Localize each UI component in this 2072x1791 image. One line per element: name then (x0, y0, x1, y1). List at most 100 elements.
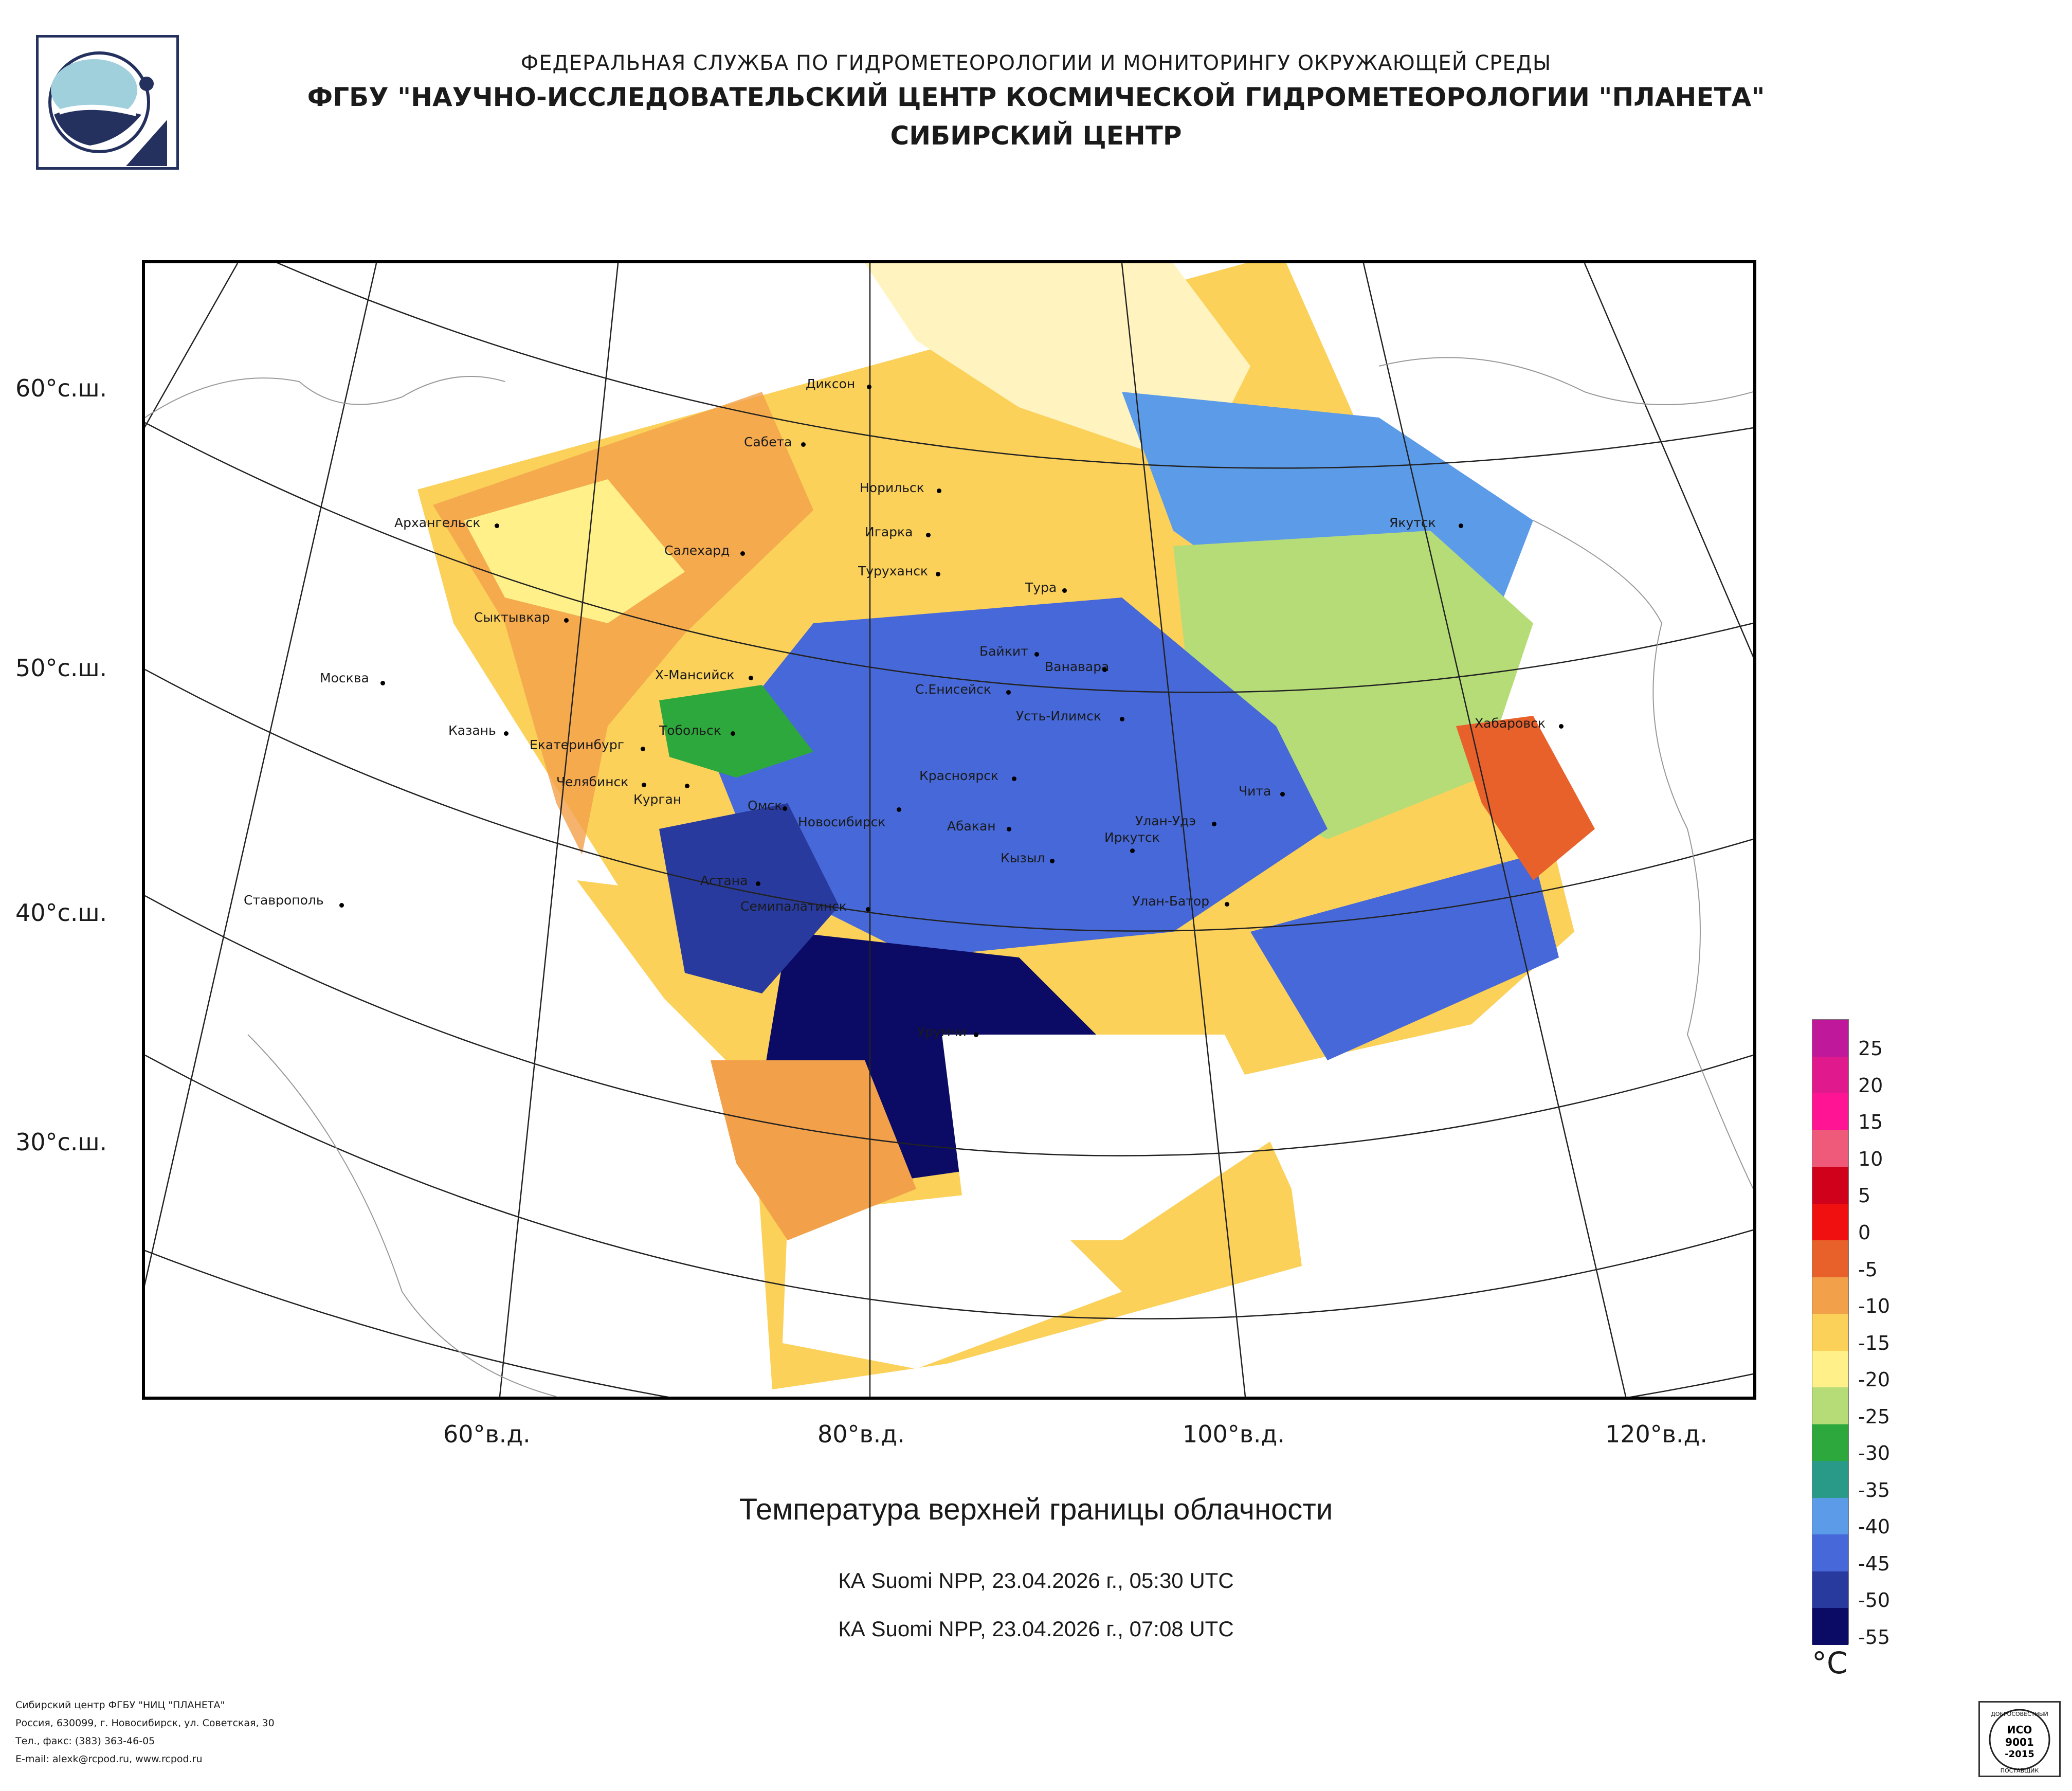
city-label: Челябинск (556, 774, 629, 789)
city-label: Сыктывкар (474, 610, 550, 625)
city-marker (1559, 724, 1564, 729)
lon-label: 80°в.д. (817, 1420, 905, 1448)
coastlines (145, 357, 1753, 1397)
iso-line1: ИСО (2007, 1724, 2032, 1736)
city-marker (974, 1033, 978, 1037)
iso-bottom: ПОСТАВЩИК (2001, 1767, 2039, 1774)
city-label: Якутск (1389, 515, 1436, 530)
city-label: Ставрополь (244, 893, 324, 908)
iso-top: ДОБРОСОВЕСТНЫЙ (1991, 1711, 2048, 1717)
legend-swatch (1812, 1020, 1848, 1057)
lat-label: 40°с.ш. (15, 899, 107, 927)
legend-tick-label: -20 (1858, 1368, 1891, 1391)
city-label: Игарка (865, 524, 913, 539)
city-marker (1212, 822, 1216, 826)
city-marker (564, 618, 569, 623)
legend-tick-label: -55 (1858, 1625, 1891, 1649)
legend-tick-label: 0 (1858, 1221, 1871, 1244)
product-title: Температура верхней границы облачности (739, 1493, 1333, 1526)
pass-info-1: КА Suomi NPP, 23.04.2026 г., 05:30 UTC (838, 1568, 1234, 1593)
city-label: Омск (748, 798, 783, 813)
city-label: Семипалатинск (740, 899, 847, 914)
legend-tick-label: -50 (1858, 1589, 1891, 1612)
city-marker (380, 681, 385, 685)
city-marker (1459, 523, 1463, 528)
city-marker (685, 784, 689, 788)
legend-swatch (1812, 1461, 1848, 1498)
legend-swatch (1812, 1277, 1848, 1314)
iso-line3: -2015 (2005, 1749, 2034, 1760)
legend-tick-label: -15 (1858, 1331, 1891, 1354)
city-label: Курган (633, 792, 682, 807)
cloud-swath (417, 263, 1595, 1389)
city-marker (783, 806, 787, 811)
city-marker (1034, 652, 1039, 657)
legend-tick-label: 20 (1858, 1074, 1883, 1097)
legend-swatch (1812, 1130, 1848, 1167)
city-marker (1280, 792, 1285, 797)
lon-label: 100°в.д. (1183, 1420, 1285, 1448)
city-marker (495, 523, 499, 528)
legend-swatch (1812, 1571, 1848, 1608)
header-institute: ФГБУ "НАУЧНО-ИССЛЕДОВАТЕЛЬСКИЙ ЦЕНТР КОС… (307, 82, 1765, 112)
lat-label: 30°с.ш. (15, 1128, 107, 1156)
pass-info-2: КА Suomi NPP, 23.04.2026 г., 07:08 UTC (838, 1617, 1234, 1641)
legend-swatch (1812, 1534, 1848, 1571)
legend-unit: °C (1812, 1645, 1848, 1680)
city-marker (1007, 827, 1011, 831)
city-marker (936, 572, 940, 576)
city-label: Новосибирск (798, 815, 886, 829)
city-label: Астана (700, 873, 748, 888)
legend-tick-label: -40 (1858, 1515, 1891, 1539)
legend-tick-label: 25 (1858, 1037, 1883, 1060)
legend-swatch (1812, 1424, 1848, 1461)
city-marker (937, 489, 941, 493)
legend-tick-label: -35 (1858, 1478, 1891, 1501)
city-marker (1225, 902, 1229, 907)
legend-tick-label: 5 (1858, 1184, 1871, 1207)
legend-swatch (1812, 1056, 1848, 1094)
iso-certificate-badge: ДОБРОСОВЕСТНЫЙ ИСО 9001 -2015 ПОСТАВЩИК (1978, 1701, 2061, 1777)
city-marker (926, 533, 931, 537)
legend-swatch (1812, 1093, 1848, 1130)
city-marker (1006, 690, 1011, 695)
city-label: Байкит (979, 644, 1028, 659)
city-marker (801, 442, 806, 447)
city-marker (1120, 717, 1124, 721)
city-marker (1102, 667, 1107, 672)
legend-tick-label: -25 (1858, 1405, 1891, 1428)
map-canvas (145, 263, 1753, 1397)
legend-tick-label: -10 (1858, 1295, 1891, 1318)
city-label: Ванавара (1045, 659, 1110, 674)
planeta-logo (36, 35, 179, 170)
city-marker (756, 881, 760, 886)
city-label: Туруханск (858, 564, 929, 578)
city-marker (1050, 859, 1055, 863)
header-agency: ФЕДЕРАЛЬНАЯ СЛУЖБА ПО ГИДРОМЕТЕОРОЛОГИИ … (520, 51, 1552, 75)
city-marker (867, 385, 871, 389)
city-label: Улан-Удэ (1135, 813, 1196, 828)
city-label: Улан-Батор (1132, 894, 1210, 909)
iso-line2: 9001 (2005, 1736, 2034, 1748)
color-scale (1812, 1019, 1849, 1645)
city-marker (339, 903, 344, 908)
lat-label: 50°с.ш. (15, 654, 107, 682)
city-label: Чита (1239, 784, 1271, 799)
city-label: Хабаровск (1475, 716, 1546, 731)
city-label: Норильск (860, 480, 924, 495)
city-label: Салехард (664, 543, 730, 558)
city-label: Усть-Илимск (1016, 709, 1101, 723)
graticule (145, 263, 1753, 1397)
legend-swatch (1812, 1350, 1848, 1388)
legend-swatch (1812, 1203, 1848, 1241)
city-marker (740, 551, 745, 556)
lon-label: 120°в.д. (1605, 1420, 1707, 1448)
satellite-map: Диксон Сабета Норильск Архангельск Игарк… (142, 260, 1756, 1400)
city-label: Урумчи (917, 1024, 967, 1039)
legend-tick-label: 15 (1858, 1111, 1883, 1134)
lat-label: 60°с.ш. (15, 374, 107, 402)
footer-address: Россия, 630099, г. Новосибирск, ул. Сове… (15, 1717, 275, 1729)
city-label: Абакан (947, 819, 996, 834)
city-label: Екатеринбург (530, 737, 624, 752)
lon-label: 60°в.д. (443, 1420, 531, 1448)
